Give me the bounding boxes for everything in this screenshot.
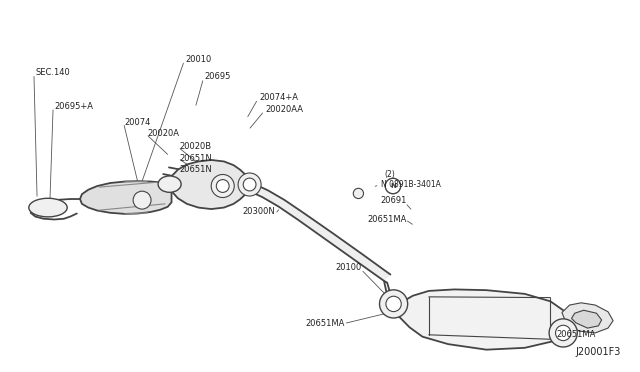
Circle shape [353,188,364,199]
Text: SEC.140: SEC.140 [35,68,70,77]
Text: 20651N: 20651N [179,154,212,163]
Text: 20020AA: 20020AA [266,105,303,114]
Polygon shape [562,303,613,333]
Circle shape [133,191,151,209]
Text: 20020A: 20020A [147,129,179,138]
Circle shape [380,290,408,318]
Circle shape [385,178,401,194]
Text: N 0891B-3401A: N 0891B-3401A [381,180,441,189]
Circle shape [211,174,234,198]
Circle shape [549,319,577,347]
Ellipse shape [158,176,181,192]
Text: 20300N: 20300N [243,207,275,216]
Text: 20010: 20010 [186,55,212,64]
Text: N: N [390,183,396,189]
Text: 20695+A: 20695+A [54,102,93,110]
Text: J20001F3: J20001F3 [575,347,621,357]
Ellipse shape [29,198,67,217]
Text: 20651MA: 20651MA [367,215,406,224]
Polygon shape [384,281,573,350]
Text: 20100: 20100 [335,263,362,272]
Circle shape [216,180,229,192]
Polygon shape [572,310,602,328]
Polygon shape [80,181,172,214]
Polygon shape [246,183,390,281]
Text: 20074+A: 20074+A [259,93,298,102]
Text: (2): (2) [384,170,395,179]
Text: 20020B: 20020B [179,142,211,151]
Text: 20074: 20074 [125,118,151,127]
Text: 20651MA: 20651MA [557,330,596,339]
Text: 20651MA: 20651MA [305,319,344,328]
Text: 20695: 20695 [205,72,231,81]
Circle shape [243,178,256,191]
Circle shape [556,325,571,341]
Circle shape [238,173,261,196]
Text: 20691: 20691 [380,196,406,205]
Text: 20651N: 20651N [179,165,212,174]
Polygon shape [170,160,248,209]
Circle shape [385,178,401,194]
Circle shape [386,296,401,312]
